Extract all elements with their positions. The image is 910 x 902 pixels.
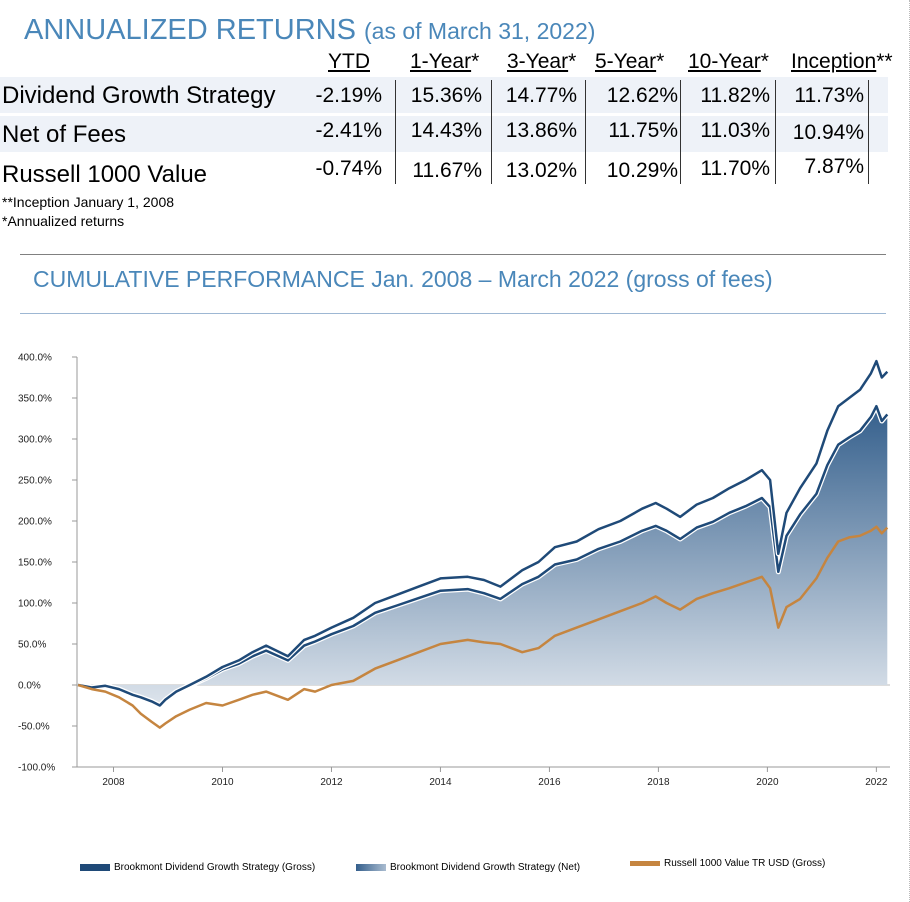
cell: 14.77%: [505, 84, 577, 107]
row-band-1: [0, 77, 888, 113]
header-inception: Inception**: [791, 50, 893, 73]
legend-item-russell: Russell 1000 Value TR USD (Gross): [630, 858, 825, 869]
column-divider: [585, 80, 586, 184]
legend-label-gross: Brookmont Dividend Growth Strategy (Gros…: [114, 862, 316, 873]
y-tick-label: 150.0%: [18, 558, 52, 569]
cell: 11.70%: [700, 157, 770, 180]
cell: 11.03%: [700, 119, 770, 142]
y-tick-label: -50.0%: [18, 722, 50, 733]
y-tick-label: 350.0%: [18, 394, 52, 405]
legend-label-net: Brookmont Dividend Growth Strategy (Net): [390, 862, 581, 873]
y-tick-label: 300.0%: [18, 435, 52, 446]
cell: 13.02%: [505, 159, 577, 182]
returns-title-text: ANNUALIZED RETURNS: [24, 14, 356, 46]
cell: 14.43%: [410, 119, 482, 142]
y-tick-label: -100.0%: [18, 763, 55, 774]
header-1-year: 1-Year*: [410, 50, 480, 73]
legend-swatch-gross: [80, 864, 110, 871]
x-tick-label: 2014: [429, 777, 452, 788]
row-label-net: Net of Fees: [2, 121, 127, 148]
header-3-year: 3-Year*: [507, 50, 577, 73]
y-tick-label: 200.0%: [18, 517, 52, 528]
row-band-2: [0, 116, 888, 152]
y-tick-label: 50.0%: [18, 640, 46, 651]
legend-item-gross: Brookmont Dividend Growth Strategy (Gros…: [80, 862, 315, 873]
x-tick-label: 2020: [756, 777, 779, 788]
performance-chart: 400.0% 350.0% 300.0% 250.0% 200.0% 150.0% 100.…: [18, 353, 890, 789]
y-tick-label: 250.0%: [18, 476, 52, 487]
chart-label-layer: 400.0% 350.0% 300.0% 250.0% 200.0% 150.0% 100.…: [18, 353, 888, 789]
cell: -2.19%: [315, 84, 382, 107]
column-divider: [395, 80, 396, 184]
chart-line-layer: [77, 358, 890, 729]
header-10-year: 10-Year*: [688, 50, 769, 73]
legend-swatch-net: [356, 864, 386, 871]
net-area: [78, 406, 888, 706]
x-tick-label: 2016: [538, 777, 561, 788]
header-5-year: 5-Year*: [595, 50, 665, 73]
cell: 12.62%: [606, 84, 678, 107]
column-divider: [775, 80, 776, 184]
russell-line: [77, 525, 889, 729]
row-label-russell: Russell 1000 Value: [2, 161, 208, 188]
column-divider: [491, 80, 492, 184]
returns-title: ANNUALIZED RETURNS (as of March 31, 2022…: [24, 14, 595, 47]
legend-label-russell: Russell 1000 Value TR USD (Gross): [664, 858, 826, 869]
legend-item-net: Brookmont Dividend Growth Strategy (Net): [356, 862, 580, 873]
y-tick-label: 0.0%: [18, 681, 41, 692]
gross-line: [77, 359, 889, 707]
cell: 15.36%: [410, 84, 482, 107]
performance-title: CUMULATIVE PERFORMANCE Jan. 2008 – March…: [33, 266, 773, 292]
x-tick-label: 2018: [647, 777, 670, 788]
cell: 7.87%: [804, 155, 864, 178]
row-label-strategy: Dividend Growth Strategy: [2, 82, 276, 109]
cell: 11.75%: [608, 119, 678, 142]
legend-swatch-russell: [630, 861, 660, 866]
footnote-inception: **Inception January 1, 2008: [2, 194, 175, 210]
y-tick-label: 400.0%: [18, 353, 52, 364]
cell: 10.94%: [792, 121, 864, 144]
section-divider: [20, 254, 886, 255]
cell: -2.41%: [315, 119, 382, 142]
cell: 13.86%: [505, 119, 577, 142]
footnote-annualized: *Annualized returns: [2, 213, 125, 229]
cell: 11.67%: [412, 159, 482, 182]
cell: 10.29%: [606, 159, 678, 182]
returns-subtitle: (as of March 31, 2022): [364, 18, 596, 44]
x-tick-label: 2012: [320, 777, 343, 788]
cell: 11.73%: [794, 84, 864, 107]
cell: 11.82%: [700, 84, 770, 107]
title-underline: [20, 313, 886, 314]
y-tick-label: 100.0%: [18, 599, 52, 610]
cell: -0.74%: [315, 157, 382, 180]
x-tick-label: 2010: [211, 777, 234, 788]
column-divider: [680, 80, 681, 184]
x-tick-label: 2008: [102, 777, 125, 788]
x-tick-label: 2022: [865, 777, 888, 788]
header-ytd: YTD: [328, 50, 370, 73]
column-divider: [868, 80, 869, 184]
chart-area-layer: [78, 406, 888, 706]
